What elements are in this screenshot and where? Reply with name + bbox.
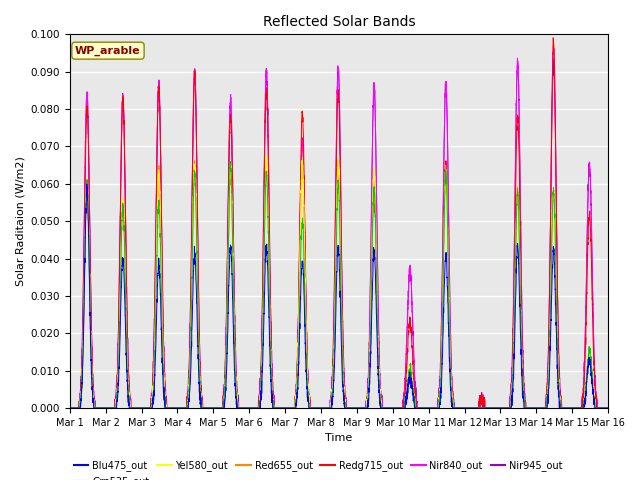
Line: Nir945_out: Nir945_out <box>70 60 608 408</box>
Red655_out <box>604 405 612 411</box>
Nir945_out <box>66 405 74 411</box>
Nir840_out <box>550 42 557 48</box>
Nir945_out <box>163 401 170 407</box>
Grn535_out <box>66 405 74 411</box>
Nir840_out <box>429 405 437 411</box>
Redg715_out <box>549 35 557 41</box>
Text: WP_arable: WP_arable <box>75 46 141 56</box>
Yel580_out <box>460 405 467 411</box>
Nir945_out <box>549 57 557 62</box>
Red655_out <box>319 405 326 411</box>
Redg715_out <box>604 405 612 411</box>
Yel580_out <box>430 405 438 411</box>
Blu475_out <box>66 405 74 411</box>
Red655_out <box>66 405 74 411</box>
Redg715_out <box>163 405 170 411</box>
Grn535_out <box>460 405 467 411</box>
Line: Yel580_out: Yel580_out <box>70 156 608 408</box>
Red655_out <box>334 157 342 163</box>
Grn535_out <box>490 405 498 411</box>
Grn535_out <box>430 405 438 411</box>
Nir840_out <box>163 402 170 408</box>
Redg715_out <box>604 405 611 411</box>
Line: Redg715_out: Redg715_out <box>70 38 608 408</box>
Grn535_out <box>319 405 326 411</box>
Nir945_out <box>429 405 437 411</box>
Red655_out <box>460 405 467 411</box>
Blu475_out <box>604 405 611 411</box>
Line: Red655_out: Red655_out <box>70 160 608 408</box>
Nir945_out <box>604 405 612 411</box>
Nir840_out <box>319 405 326 411</box>
Nir840_out <box>604 405 611 411</box>
Nir945_out <box>604 405 611 411</box>
Y-axis label: Solar Raditaion (W/m2): Solar Raditaion (W/m2) <box>15 156 25 286</box>
Redg715_out <box>460 405 467 411</box>
Yel580_out <box>604 405 612 411</box>
Nir840_out <box>66 405 74 411</box>
Legend: Blu475_out, Grn535_out, Yel580_out, Red655_out, Redg715_out, Nir840_out, Nir945_: Blu475_out, Grn535_out, Yel580_out, Red6… <box>70 456 566 480</box>
Nir945_out <box>460 405 467 411</box>
Redg715_out <box>66 405 74 411</box>
Blu475_out <box>460 405 467 411</box>
Yel580_out <box>66 405 74 411</box>
Grn535_out <box>227 158 234 164</box>
Title: Reflected Solar Bands: Reflected Solar Bands <box>262 15 415 29</box>
Yel580_out <box>604 405 611 411</box>
Nir840_out <box>460 405 467 411</box>
Yel580_out <box>262 153 270 159</box>
Blu475_out <box>490 405 498 411</box>
Nir945_out <box>490 405 498 411</box>
Line: Nir840_out: Nir840_out <box>70 45 608 408</box>
Blu475_out <box>430 405 438 411</box>
Grn535_out <box>604 405 611 411</box>
Red655_out <box>490 405 498 411</box>
Yel580_out <box>163 405 170 411</box>
Yel580_out <box>319 405 326 411</box>
Blu475_out <box>604 405 612 411</box>
Blu475_out <box>319 405 326 411</box>
Blu475_out <box>83 181 91 187</box>
Yel580_out <box>490 405 498 411</box>
Grn535_out <box>604 405 612 411</box>
X-axis label: Time: Time <box>325 433 353 443</box>
Redg715_out <box>319 405 326 411</box>
Blu475_out <box>163 405 170 411</box>
Line: Grn535_out: Grn535_out <box>70 161 608 408</box>
Grn535_out <box>163 405 170 411</box>
Nir945_out <box>319 405 326 411</box>
Redg715_out <box>490 405 498 411</box>
Nir840_out <box>490 405 498 411</box>
Red655_out <box>430 405 438 411</box>
Redg715_out <box>429 405 437 411</box>
Red655_out <box>163 405 170 411</box>
Red655_out <box>604 405 611 411</box>
Line: Blu475_out: Blu475_out <box>70 184 608 408</box>
Nir840_out <box>604 405 612 411</box>
